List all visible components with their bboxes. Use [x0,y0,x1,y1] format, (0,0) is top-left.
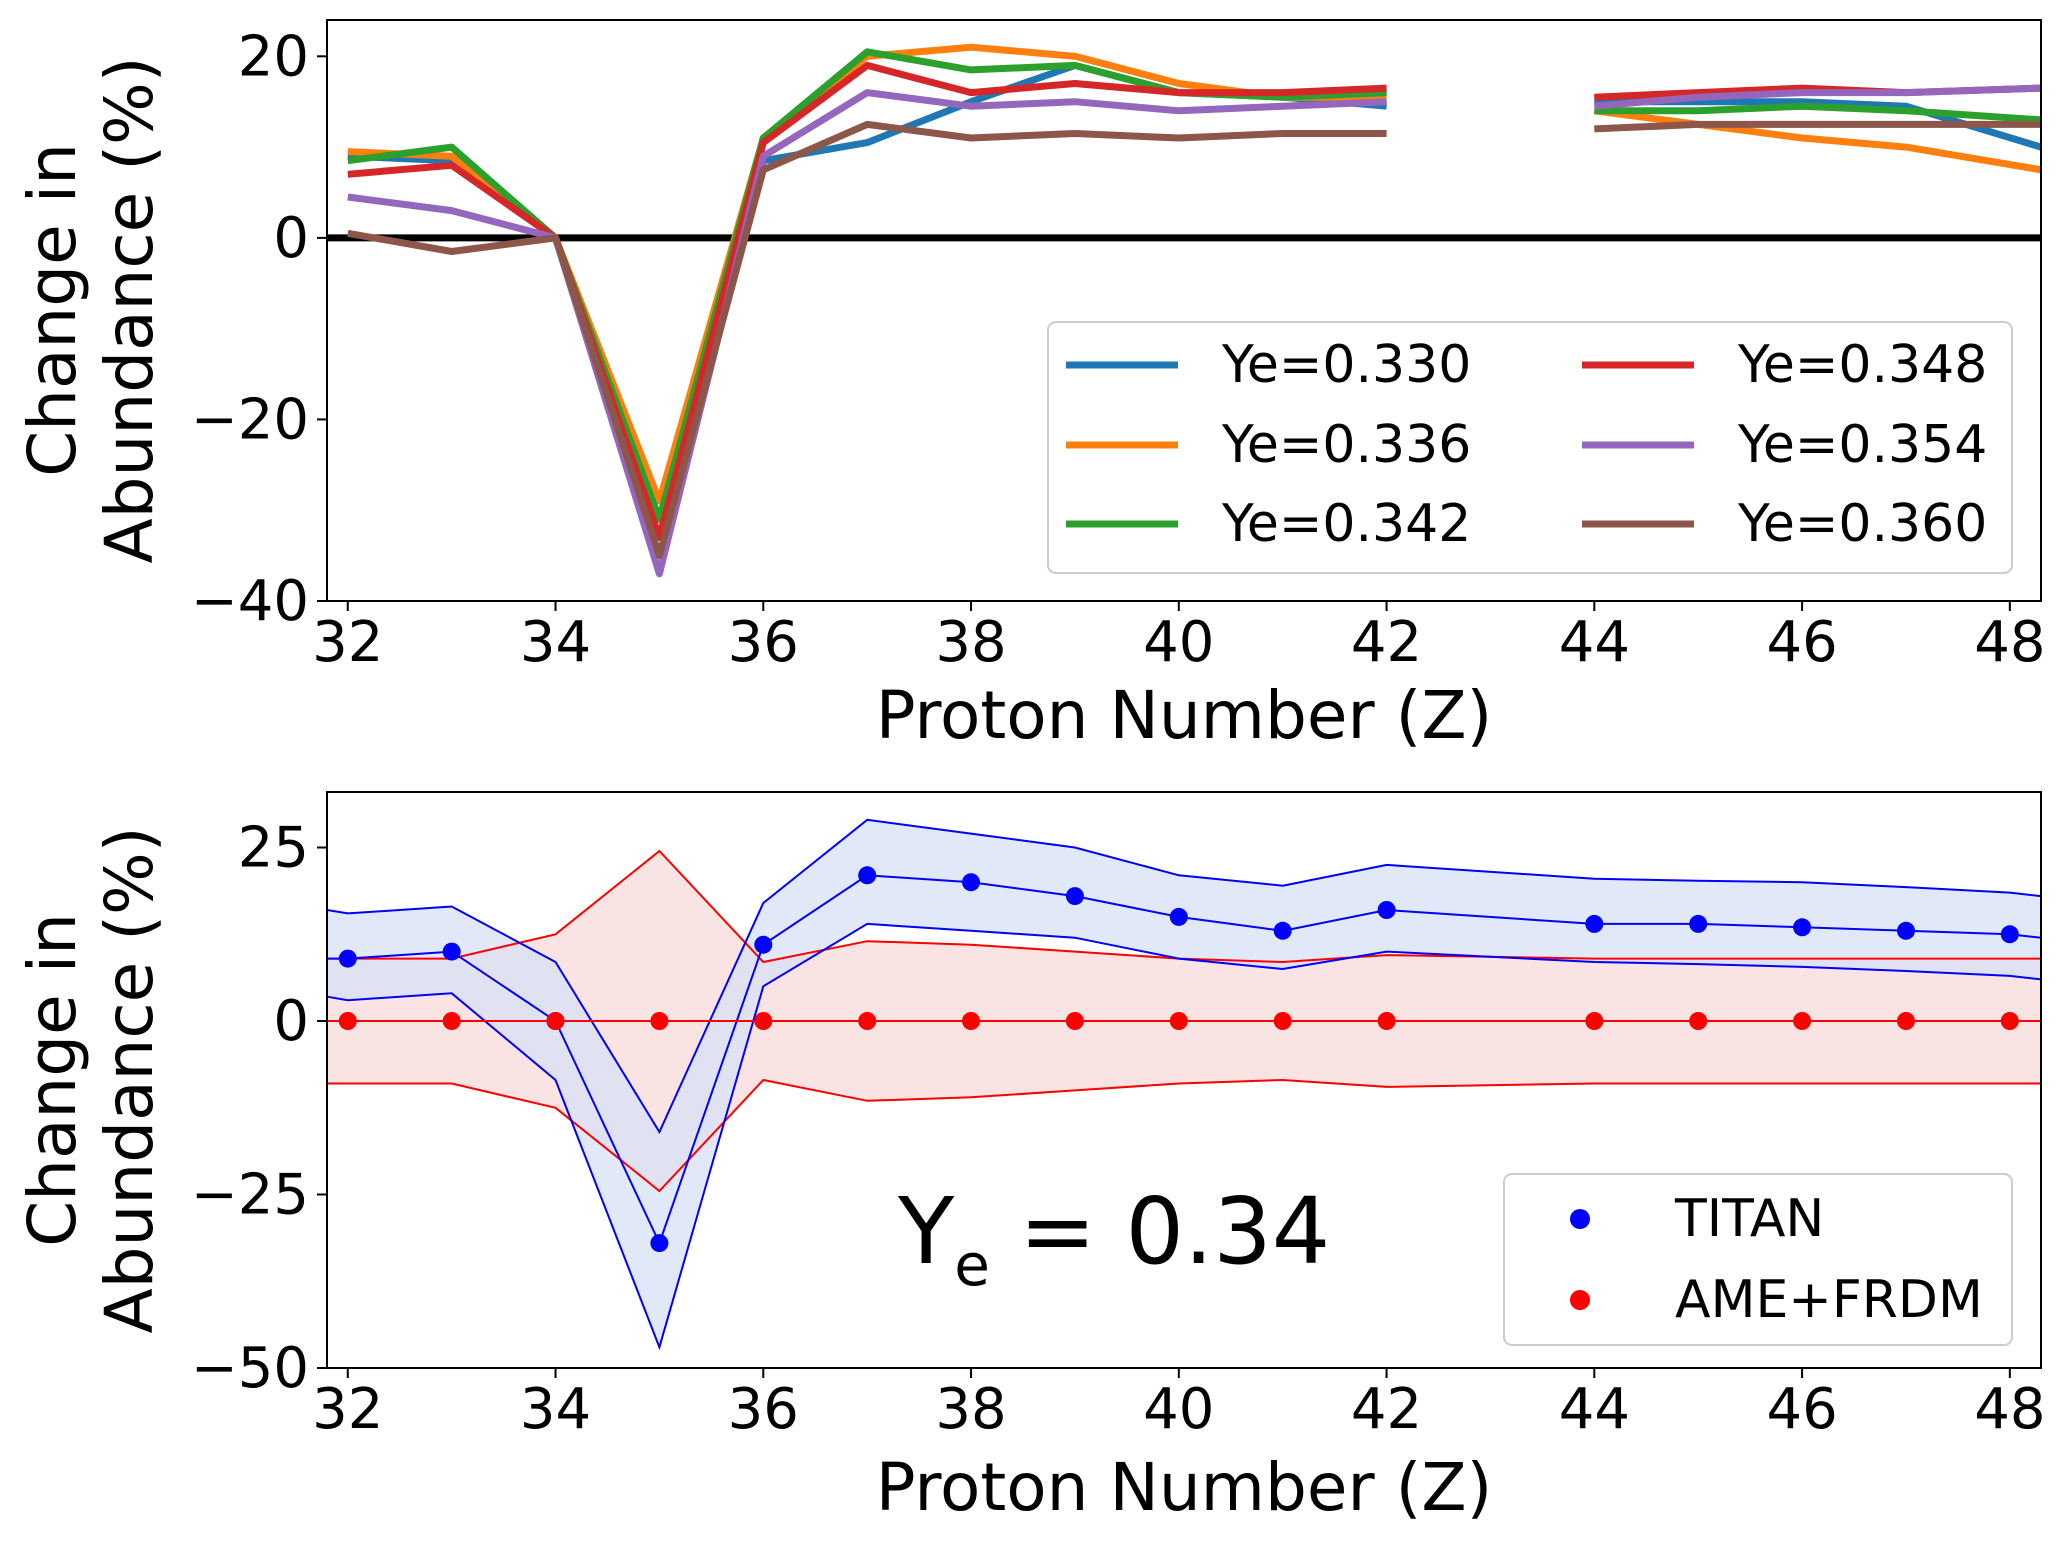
data-point-ame-frdm [650,1012,669,1030]
ye-annotation-value: = 0.34 [990,1178,1330,1285]
top-xtick-label: 44 [1559,610,1630,675]
data-point-titan [2000,925,2019,944]
legend-label-ye-0342: Ye=0.342 [1221,494,1471,554]
ye-annotation-subscript: e [954,1231,990,1299]
data-point-titan [442,942,461,961]
legend-label-ye-0330: Ye=0.330 [1221,335,1471,395]
data-point-titan [1897,921,1915,940]
series-line-ye-0-360-segment-2 [1594,120,2041,133]
bottom-xtick-label: 36 [728,1377,799,1442]
bottom-ytick-label: 25 [238,816,309,881]
series-line-ye-0-354-segment-1 [347,89,1387,578]
bottom-xtick-label: 40 [1143,1377,1214,1442]
data-point-ame-frdm [442,1012,461,1030]
data-point-ame-frdm [1273,1012,1292,1030]
legend-label-ye-0336: Ye=0.336 [1221,415,1471,475]
data-point-titan [1689,914,1708,933]
data-point-ame-frdm [1169,1012,1188,1030]
legend-label-ye-0360: Ye=0.360 [1737,494,1987,554]
bottom-xtick-label: 38 [935,1377,1006,1442]
data-point-ame-frdm [1897,1012,1915,1030]
top-panel: 32 34 36 38 40 42 44 46 48 −40 −20 0 20 Proton Numbe… [14,19,2045,754]
bottom-xtick-label: 48 [1974,1377,2045,1442]
data-point-ame-frdm [2000,1012,2019,1030]
top-xtick-label: 40 [1143,610,1214,675]
bottom-xtick-label: 32 [312,1377,383,1442]
top-xaxis-title: Proton Number (Z) [876,677,1493,754]
top-ytick-label: 20 [238,24,309,89]
data-point-ame-frdm [338,1012,357,1030]
bottom-legend-box [1503,1173,2013,1346]
top-xtick-label: 46 [1766,610,1837,675]
top-xtick-label: 36 [728,610,799,675]
data-point-titan [1377,901,1396,919]
band-lower-titan [326,922,2042,1351]
data-point-ame-frdm [1793,1012,1812,1030]
data-point-ame-frdm [1065,1012,1084,1030]
top-yaxis-title-line2: Abundance (%) [91,57,168,564]
legend-marker-titan [1570,1209,1590,1229]
top-ytick-label: 0 [273,206,309,271]
bottom-xtick-label: 44 [1559,1377,1630,1442]
data-point-ame-frdm [962,1012,980,1030]
data-point-titan [1169,907,1188,926]
legend-label-ye-0354: Ye=0.354 [1737,415,1987,475]
data-point-titan [338,949,357,968]
data-point-titan [1065,887,1084,906]
legend-label-ye-0348: Ye=0.348 [1737,335,1987,395]
bottom-yaxis-title-line2: Abundance (%) [91,827,168,1334]
data-point-ame-frdm [1689,1012,1708,1030]
data-point-titan [1585,914,1604,933]
data-point-ame-frdm [858,1012,877,1030]
ye-annotation-symbol: Y [897,1178,955,1285]
bottom-xtick-label: 46 [1766,1377,1837,1442]
ye-annotation: Ye = 0.34 [897,1178,1330,1299]
data-point-titan [1793,918,1812,937]
top-legend: Ye=0.330 Ye=0.336 Ye=0.342 Ye=0.348 Ye=0… [1047,321,2013,574]
top-xtick-label: 34 [520,610,591,675]
bottom-ytick-label: −25 [191,1163,309,1228]
data-point-ame-frdm [1585,1012,1604,1030]
bottom-plot-frame [326,791,2042,1369]
data-point-titan [962,873,980,892]
data-point-titan [650,1234,669,1253]
top-ytick-label: −20 [191,387,309,452]
top-xtick-label: 38 [935,610,1006,675]
top-plot-frame [326,19,2042,602]
bottom-xtick-label: 34 [520,1377,591,1442]
bottom-yaxis-title-line1: Change in [14,913,91,1247]
series-line-titan [327,874,2042,1246]
series-line-ye-0-354-segment-2 [1593,84,2042,110]
data-point-titan [858,866,877,885]
top-xtick-label: 48 [1974,610,2045,675]
series-line-ye-0-342-segment-2 [1594,102,2042,124]
top-legend-box [1047,321,2013,574]
top-ytick-label: −40 [191,569,309,634]
band-upper-titan [326,818,2042,1135]
top-xtick-label: 42 [1351,610,1422,675]
bottom-xaxis-title: Proton Number (Z) [876,1449,1493,1526]
legend-marker-ame-frdm [1570,1290,1590,1310]
top-yaxis-title-line1: Change in [14,143,91,477]
data-point-ame-frdm [1377,1012,1396,1030]
band-upper-ame-frdm [327,849,2041,964]
bottom-ytick-label: 0 [273,989,309,1054]
series-line-ye-0-336-segment-2 [1593,107,2042,174]
bottom-panel: 32 34 36 38 40 42 44 46 48 −50 −25 0 25 Proton Numbe… [14,791,2045,1526]
bottom-xtick-label: 42 [1351,1377,1422,1442]
series-line-ye-0-348-segment-1 [347,61,1387,541]
data-point-titan [754,935,773,954]
data-point-ame-frdm [754,1012,773,1030]
bottom-legend: TITAN AME+FRDM [1503,1173,2013,1346]
data-point-ame-frdm [546,1012,565,1030]
bottom-ytick-label: −50 [191,1336,309,1401]
series-line-ye-0-360-segment-1 [347,120,1387,560]
legend-label-titan: TITAN [1674,1189,1824,1249]
band-fill-titan [327,819,2041,1348]
top-xtick-label: 32 [312,610,383,675]
data-point-titan [1273,921,1292,940]
legend-label-ame-frdm: AME+FRDM [1675,1270,1983,1330]
band-lower-ame-frdm [327,1078,2041,1193]
